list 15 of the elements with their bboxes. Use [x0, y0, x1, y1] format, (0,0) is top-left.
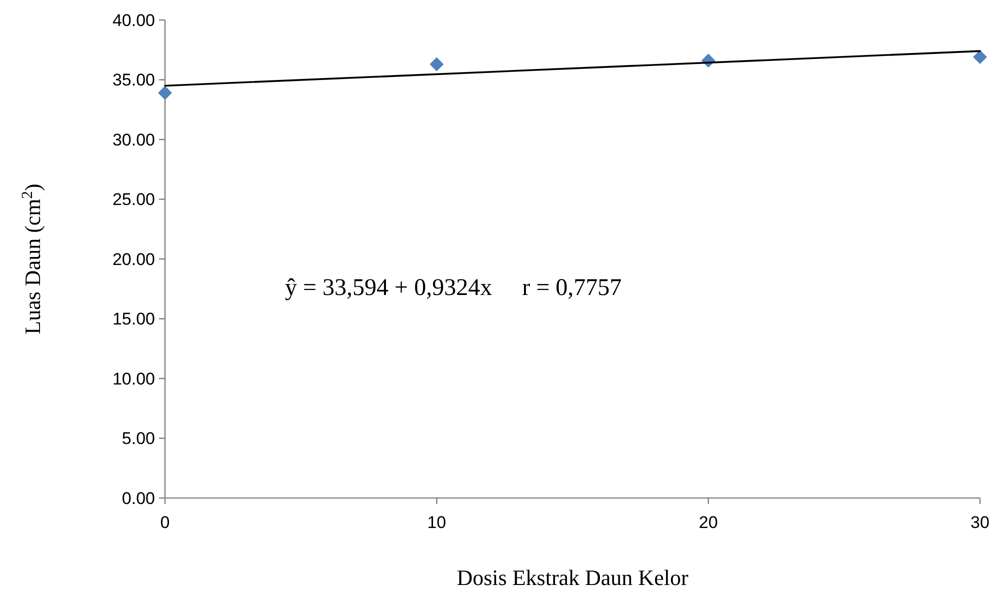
y-tick-label: 20.00 [112, 250, 155, 269]
x-tick-label: 10 [427, 513, 446, 532]
y-tick-label: 30.00 [112, 130, 155, 150]
y-tick-label: 0.00 [122, 488, 155, 508]
y-tick-label: 10.00 [112, 369, 155, 388]
y-tick-label: 25.00 [112, 190, 155, 210]
y-tick-label: 15.00 [112, 310, 155, 329]
x-tick-label: 0 [160, 513, 170, 532]
x-tick-label: 20 [698, 513, 718, 532]
y-tick-label: 40.00 [112, 10, 155, 30]
x-tick-label: 30 [970, 513, 990, 532]
y-tick-label: 35.00 [112, 70, 155, 90]
annotation: ŷ = 33,594 + 0,9324x r = 0,7757 [285, 275, 622, 301]
y-tick-label: 5.00 [122, 429, 155, 448]
x-axis-title: Dosis Ekstrak Daun Kelor [456, 565, 689, 590]
